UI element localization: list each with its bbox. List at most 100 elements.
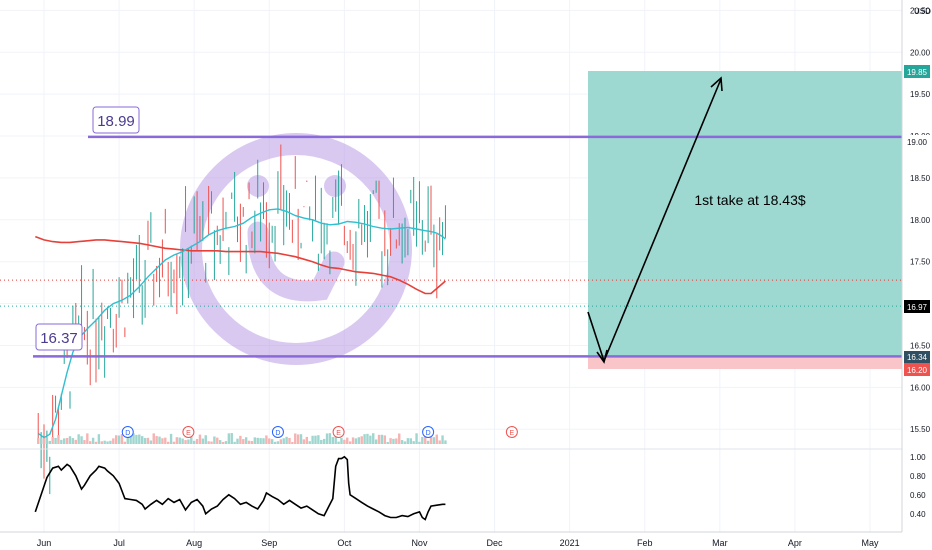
support-callout[interactable] [35, 323, 83, 351]
dividend-marker [271, 426, 284, 438]
volume-bar [273, 441, 277, 444]
volume-bar [398, 433, 401, 444]
oscillator-line [34, 455, 446, 521]
volume-bar [288, 437, 291, 444]
volume-bar [117, 435, 121, 444]
volume-bar [328, 433, 332, 444]
volume-bar [164, 437, 167, 444]
time-tick-label: Oct [337, 538, 352, 548]
volume-bar [377, 434, 381, 444]
volume-bar [60, 439, 63, 444]
volume-bar [198, 434, 202, 444]
earnings-marker [332, 426, 345, 438]
volume-bar [386, 441, 389, 444]
volume-bar [190, 436, 193, 444]
volume-bar [135, 434, 138, 444]
volume-bar [363, 434, 366, 444]
oscillator-tick-label: 0.40 [910, 510, 926, 519]
volume-bar [282, 438, 285, 444]
time-tick-label: Mar [712, 538, 728, 548]
svg-text:19.00: 19.00 [907, 138, 928, 147]
target-zone[interactable] [588, 71, 902, 355]
volume-bar [155, 436, 158, 444]
volume-bar [166, 441, 170, 444]
volume-bar [51, 437, 54, 444]
volume-bar [256, 437, 259, 444]
volume-bar [444, 440, 447, 444]
volume-bar [68, 436, 72, 444]
resistance-callout-text: 18.99 [97, 113, 135, 130]
volume-bar [357, 437, 361, 444]
volume-bar [97, 434, 101, 444]
volume-bars [37, 433, 447, 444]
volume-bar [380, 434, 384, 444]
volume-bar [77, 434, 80, 444]
event-marker-label: D [426, 430, 431, 437]
volume-bar [403, 441, 407, 444]
resistance-callout[interactable] [92, 106, 140, 134]
volume-bar [80, 436, 83, 444]
volume-bar [213, 436, 216, 444]
volume-bar [129, 436, 132, 444]
price-tick-label: 16.00 [910, 383, 931, 392]
time-tick-label: Sep [261, 538, 277, 548]
volume-bar [334, 435, 337, 444]
volume-bar [195, 438, 199, 444]
volume-bar [337, 441, 340, 444]
volume-bar [132, 433, 135, 444]
volume-bar [115, 435, 118, 444]
volume-bar [259, 438, 262, 444]
volume-bar [331, 436, 335, 444]
volume-bar [389, 438, 392, 444]
volume-bar [239, 435, 242, 444]
volume-bar [172, 441, 176, 444]
price-tick-label: 20.00 [910, 48, 931, 57]
volume-bar [158, 436, 161, 444]
oscillator-axis-ticks: 0.40 0.60 0.80 1.00 [910, 453, 926, 519]
volume-bar [262, 438, 265, 444]
volume-bar [109, 440, 112, 444]
oscillator-tick-label: 1.00 [910, 453, 926, 462]
volume-bar [100, 441, 103, 444]
earnings-marker [505, 426, 518, 438]
volume-bar [216, 437, 219, 444]
volume-bar [89, 441, 92, 444]
volume-bar [421, 436, 424, 444]
volume-bar [54, 437, 57, 444]
sma200-line [35, 235, 446, 295]
volume-bar [400, 440, 404, 444]
projection-arrows[interactable] [587, 76, 723, 364]
oscillator-tick-label: 0.80 [910, 472, 926, 481]
volume-bar [253, 437, 257, 444]
volume-bar [106, 441, 109, 444]
volume-bar [192, 440, 196, 444]
volume-bar [169, 433, 173, 444]
volume-bar [296, 434, 300, 444]
volume-bar [354, 438, 358, 444]
volume-bar [265, 435, 268, 444]
stop-zone[interactable] [588, 355, 902, 369]
volume-bar [369, 435, 372, 444]
time-tick-label: Aug [186, 538, 202, 548]
volume-bar [210, 441, 213, 444]
volume-bar [311, 435, 314, 444]
time-tick-label: May [861, 538, 879, 548]
support-callout-text: 16.37 [40, 330, 78, 347]
target-price-tag: 19.85 [904, 65, 930, 78]
volume-bar [320, 439, 323, 444]
volume-bar [57, 435, 60, 444]
stop-price-tag: 16.20 [904, 363, 930, 376]
volume-bar [207, 441, 210, 444]
volume-bar [340, 438, 343, 444]
volume-bar [343, 439, 346, 444]
volume-bar [230, 433, 233, 444]
volume-bar [429, 436, 433, 444]
volume-bar [294, 433, 297, 444]
volume-bar [438, 440, 441, 444]
volume-bar [204, 435, 207, 444]
take-profit-annotation: 1st take at 18.43$ [694, 192, 806, 208]
volume-bar [242, 439, 245, 444]
volume-bar [348, 441, 352, 444]
